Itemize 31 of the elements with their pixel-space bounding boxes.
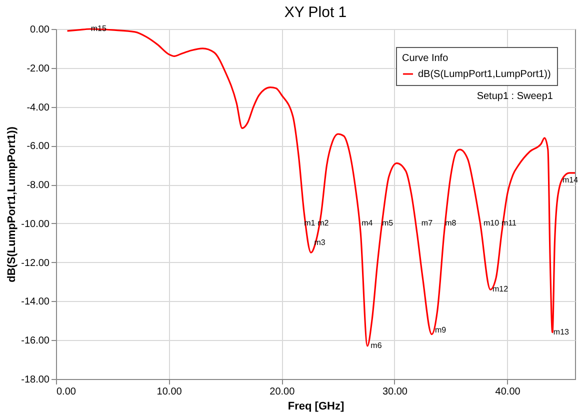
annotation: m8 [445, 218, 457, 228]
x-tick-label: 10.00 [156, 386, 182, 398]
annotation: m5 [382, 218, 394, 228]
annotation: m14 [562, 176, 579, 185]
x-axis-title: Freq [GHz] [288, 400, 344, 412]
annotation: m7 [421, 218, 434, 228]
annotation: Setup1 : Sweep1 [476, 91, 554, 102]
annotation: m13 [553, 327, 570, 336]
x-tick-label: 30.00 [382, 386, 408, 398]
annotation: m4 [362, 218, 374, 228]
annotation: m10 [483, 218, 500, 228]
y-tick-label: -2.00 [26, 63, 50, 74]
annotation: m6 [370, 340, 382, 350]
annotation: m9 [434, 325, 447, 334]
y-axis-title: dB(S(LumpPort1,LumpPort1)) [6, 126, 18, 282]
legend-label: dB(S(LumpPort1,LumpPort1)) [418, 69, 551, 80]
legend-title: Curve Info [402, 53, 449, 64]
y-tick-label: -4.00 [26, 102, 50, 114]
y-tick-label: -6.00 [26, 141, 50, 152]
y-tick-label: -8.00 [26, 180, 50, 192]
chart-title: XY Plot 1 [284, 4, 347, 21]
y-tick-label: -16.00 [21, 336, 50, 347]
annotation: m12 [492, 284, 509, 294]
x-tick-label: 40.00 [495, 386, 521, 398]
y-tick-label: -12.00 [21, 258, 50, 269]
y-tick-label: -10.00 [21, 218, 50, 230]
x-tick-label: 20.00 [270, 386, 296, 398]
y-tick-label: -14.00 [21, 296, 50, 308]
y-tick-label: -18.00 [21, 374, 50, 386]
y-tick-label: 0.00 [30, 24, 50, 36]
x-tick-label: 0.00 [56, 386, 76, 398]
